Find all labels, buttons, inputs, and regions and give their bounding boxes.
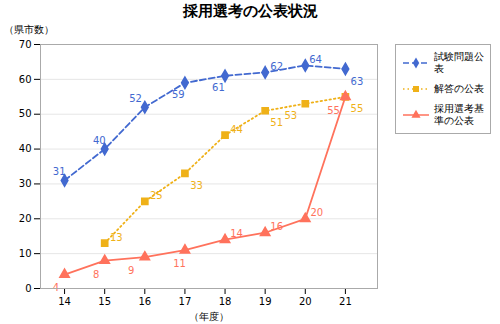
svg-text:14: 14 bbox=[58, 296, 71, 307]
svg-text:20: 20 bbox=[19, 213, 32, 224]
html-text:採用選考の公表状況: 採用選考の公表状況 bbox=[182, 2, 318, 20]
html-text:解答の公表: 解答の公表 bbox=[434, 83, 484, 94]
svg-text:15: 15 bbox=[98, 296, 111, 307]
svg-text:70: 70 bbox=[19, 39, 32, 50]
svg-text:64: 64 bbox=[309, 54, 322, 65]
svg-text:16: 16 bbox=[138, 296, 151, 307]
svg-text:60: 60 bbox=[19, 74, 32, 85]
svg-text:55: 55 bbox=[327, 105, 340, 116]
svg-text:0: 0 bbox=[25, 283, 31, 294]
svg-text:9: 9 bbox=[128, 265, 134, 276]
svg-text:61: 61 bbox=[212, 82, 225, 93]
svg-text:8: 8 bbox=[93, 269, 99, 280]
svg-text:44: 44 bbox=[230, 124, 243, 135]
svg-text:59: 59 bbox=[172, 89, 185, 100]
svg-text:13: 13 bbox=[110, 232, 123, 243]
svg-text:16: 16 bbox=[270, 221, 283, 232]
svg-text:18: 18 bbox=[219, 296, 232, 307]
svg-text:14: 14 bbox=[230, 228, 243, 239]
svg-text:53: 53 bbox=[284, 110, 297, 121]
svg-text:25: 25 bbox=[150, 190, 163, 201]
svg-text:17: 17 bbox=[179, 296, 192, 307]
svg-text:33: 33 bbox=[190, 180, 203, 191]
svg-text:20: 20 bbox=[310, 207, 323, 218]
svg-text:10: 10 bbox=[19, 248, 32, 259]
svg-text:55: 55 bbox=[351, 103, 364, 114]
svg-text:40: 40 bbox=[19, 143, 32, 154]
svg-text:（県市数）: （県市数） bbox=[4, 24, 54, 35]
svg-text:20: 20 bbox=[299, 296, 312, 307]
svg-text:51: 51 bbox=[270, 117, 283, 128]
svg-text:（年度）: （年度） bbox=[189, 311, 229, 322]
svg-text:11: 11 bbox=[173, 258, 186, 269]
html-text:試験問題公 表: 試験問題公 表 bbox=[434, 51, 484, 74]
svg-text:19: 19 bbox=[259, 296, 272, 307]
html-text:採用選考基 準の公表: 採用選考基 準の公表 bbox=[434, 103, 484, 126]
svg-text:21: 21 bbox=[339, 296, 352, 307]
svg-text:4: 4 bbox=[53, 282, 59, 293]
svg-text:31: 31 bbox=[53, 166, 66, 177]
svg-text:40: 40 bbox=[93, 135, 106, 146]
svg-text:52: 52 bbox=[129, 93, 142, 104]
svg-text:63: 63 bbox=[351, 76, 364, 87]
svg-text:62: 62 bbox=[270, 61, 283, 72]
svg-text:30: 30 bbox=[19, 178, 32, 189]
svg-text:50: 50 bbox=[19, 108, 32, 119]
